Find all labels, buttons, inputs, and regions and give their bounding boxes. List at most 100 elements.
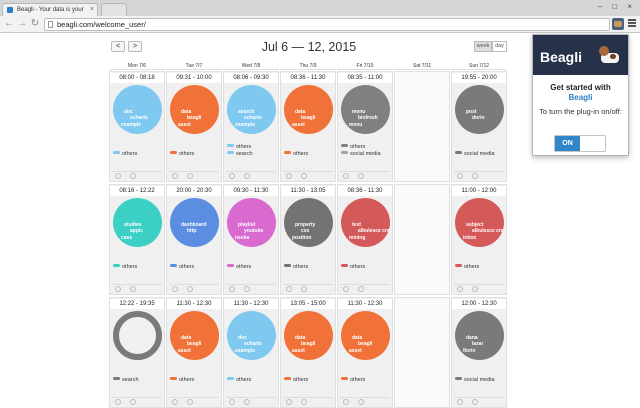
keyword-bubble[interactable]: dashboard http bbox=[170, 198, 219, 247]
keyword-bubble[interactable]: text albulesce cre mining bbox=[341, 198, 390, 247]
more-icon[interactable] bbox=[244, 286, 250, 292]
info-icon[interactable] bbox=[115, 173, 121, 179]
day-cell[interactable]: 11:00 - 12:00 subject albulesce cre inbox ot… bbox=[451, 184, 507, 295]
day-cell[interactable]: 13:05 - 15:00 data beagli asset others bbox=[280, 297, 336, 408]
category-legend: others bbox=[113, 264, 137, 270]
week-view-button[interactable]: week bbox=[474, 41, 492, 52]
keyword-bubble[interactable]: dana lazar florin bbox=[455, 311, 504, 360]
prev-week-button[interactable]: < bbox=[111, 41, 125, 52]
day-cell[interactable]: 11:30 - 12:30 data beagli asset others bbox=[166, 297, 222, 408]
day-cell[interactable] bbox=[394, 71, 450, 182]
keyword-bubble[interactable]: property css position bbox=[284, 198, 333, 247]
keyword-bubble[interactable]: subject albulesce cre inbox bbox=[455, 198, 504, 247]
day-cell[interactable]: 08:16 - 12:22 studies appic case others bbox=[109, 184, 165, 295]
menu-icon[interactable] bbox=[628, 19, 636, 28]
plugin-toggle[interactable]: ON bbox=[554, 135, 606, 152]
time-range: 11:30 - 12:30 bbox=[167, 299, 221, 309]
day-cell[interactable] bbox=[394, 184, 450, 295]
category-legend: social media bbox=[455, 377, 495, 383]
beagli-extension-icon[interactable] bbox=[612, 18, 624, 30]
keyword-bubble[interactable]: data beagli asset bbox=[170, 311, 219, 360]
info-icon[interactable] bbox=[172, 173, 178, 179]
toggle-on-label[interactable]: ON bbox=[555, 136, 580, 151]
category-legend: search bbox=[227, 151, 253, 157]
beagli-favicon-icon bbox=[7, 7, 13, 13]
category-legend: others bbox=[170, 377, 194, 383]
info-icon[interactable] bbox=[343, 173, 349, 179]
day-cell[interactable] bbox=[394, 297, 450, 408]
keyword-bubble[interactable]: data beagli asset bbox=[284, 85, 333, 134]
forward-arrow-icon[interactable]: → bbox=[17, 18, 27, 29]
keyword-bubble[interactable]: studies appic case bbox=[113, 198, 162, 247]
keyword-bubble[interactable]: search echarts example bbox=[227, 85, 276, 134]
keyword-bubble[interactable]: data beagli asset bbox=[341, 311, 390, 360]
back-arrow-icon[interactable]: ← bbox=[4, 18, 14, 29]
day-view-button[interactable]: day bbox=[492, 41, 507, 52]
more-icon[interactable] bbox=[301, 173, 307, 179]
legend-swatch bbox=[455, 264, 462, 267]
day-cell[interactable]: 12:00 - 12:30 dana lazar florin social media bbox=[451, 297, 507, 408]
reload-icon[interactable]: ↻ bbox=[30, 18, 40, 29]
info-icon[interactable] bbox=[286, 173, 292, 179]
browser-tab-active[interactable]: Beagli - Your data is your × bbox=[2, 3, 98, 16]
day-cell[interactable]: 08:36 - 11:30 data beagli asset others bbox=[280, 71, 336, 182]
keyword-bubble[interactable]: playlist youtube neeka bbox=[227, 198, 276, 247]
day-cell[interactable]: 11:30 - 12:30 data beagli asset others bbox=[337, 297, 393, 408]
beagli-popup: Beagli Get started with Beagli To turn t… bbox=[532, 34, 629, 156]
window-controls[interactable]: – □ × bbox=[597, 2, 636, 11]
new-tab-button[interactable] bbox=[101, 3, 127, 16]
info-icon[interactable] bbox=[457, 173, 463, 179]
keyword-label: position bbox=[292, 235, 312, 241]
day-cell[interactable]: 11:30 - 13:05 property css position others bbox=[280, 184, 336, 295]
day-cell[interactable]: 08:36 - 11:30 text albulesce cre mining othe… bbox=[337, 184, 393, 295]
day-cell[interactable]: 11:30 - 12:30 doc echarts example others bbox=[223, 297, 279, 408]
more-icon[interactable] bbox=[187, 286, 193, 292]
day-cell[interactable]: 20:00 - 20:30 dashboard http others bbox=[166, 184, 222, 295]
more-icon[interactable] bbox=[472, 286, 478, 292]
keyword-bubble[interactable]: doc echarts example bbox=[113, 85, 162, 134]
address-bar[interactable]: beagli.com/welcome_user/ bbox=[44, 18, 610, 31]
keyword-bubble[interactable]: data beagli asset bbox=[170, 85, 219, 134]
info-icon[interactable] bbox=[229, 173, 235, 179]
keyword-bubble[interactable]: doc echarts example bbox=[227, 311, 276, 360]
more-icon[interactable] bbox=[244, 173, 250, 179]
keyword-label: data bbox=[295, 109, 306, 115]
keyword-label: http bbox=[187, 228, 197, 234]
category-legend: others bbox=[341, 377, 365, 383]
day-cell[interactable]: 19:55 - 20:00 post dorin social media bbox=[451, 71, 507, 182]
more-icon[interactable] bbox=[130, 286, 136, 292]
more-icon[interactable] bbox=[130, 173, 136, 179]
keyword-bubble[interactable]: post dorin bbox=[455, 85, 504, 134]
keyword-bubble[interactable]: data beagli asset bbox=[284, 311, 333, 360]
day-cell[interactable]: 08:06 - 09:30 search echarts example others s… bbox=[223, 71, 279, 182]
more-icon[interactable] bbox=[358, 286, 364, 292]
popup-title: Get started with Beagli bbox=[533, 83, 628, 103]
time-range: 11:30 - 12:30 bbox=[224, 299, 278, 309]
more-icon[interactable] bbox=[187, 173, 193, 179]
legend-swatch bbox=[170, 377, 177, 380]
tab-close-icon[interactable]: × bbox=[89, 6, 94, 13]
info-icon[interactable] bbox=[457, 286, 463, 292]
day-cell[interactable]: 09:30 - 11:30 playlist youtube neeka others bbox=[223, 184, 279, 295]
more-icon[interactable] bbox=[358, 173, 364, 179]
keyword-bubble[interactable] bbox=[113, 311, 162, 360]
day-cell[interactable]: 08:35 - 11:00 menu biofresh menu others socia… bbox=[337, 71, 393, 182]
time-range: 19:55 - 20:00 bbox=[452, 73, 506, 83]
info-icon[interactable] bbox=[229, 286, 235, 292]
day-header: Sat 7/11 bbox=[394, 63, 450, 70]
legend-label: others bbox=[464, 264, 480, 270]
keyword-bubble[interactable]: menu biofresh menu bbox=[341, 85, 390, 134]
day-cell[interactable]: 09:31 - 10:00 data beagli asset others bbox=[166, 71, 222, 182]
next-week-button[interactable]: > bbox=[128, 41, 142, 52]
legend-label: others bbox=[179, 377, 195, 383]
more-icon[interactable] bbox=[301, 286, 307, 292]
keyword-label: biofresh bbox=[358, 115, 378, 121]
info-icon[interactable] bbox=[343, 286, 349, 292]
legend-label: others bbox=[293, 264, 309, 270]
more-icon[interactable] bbox=[472, 173, 478, 179]
day-cell[interactable]: 12:22 - 19:35 search bbox=[109, 297, 165, 408]
info-icon[interactable] bbox=[286, 286, 292, 292]
info-icon[interactable] bbox=[115, 286, 121, 292]
day-cell[interactable]: 08:00 - 08:18 doc echarts example others bbox=[109, 71, 165, 182]
info-icon[interactable] bbox=[172, 286, 178, 292]
